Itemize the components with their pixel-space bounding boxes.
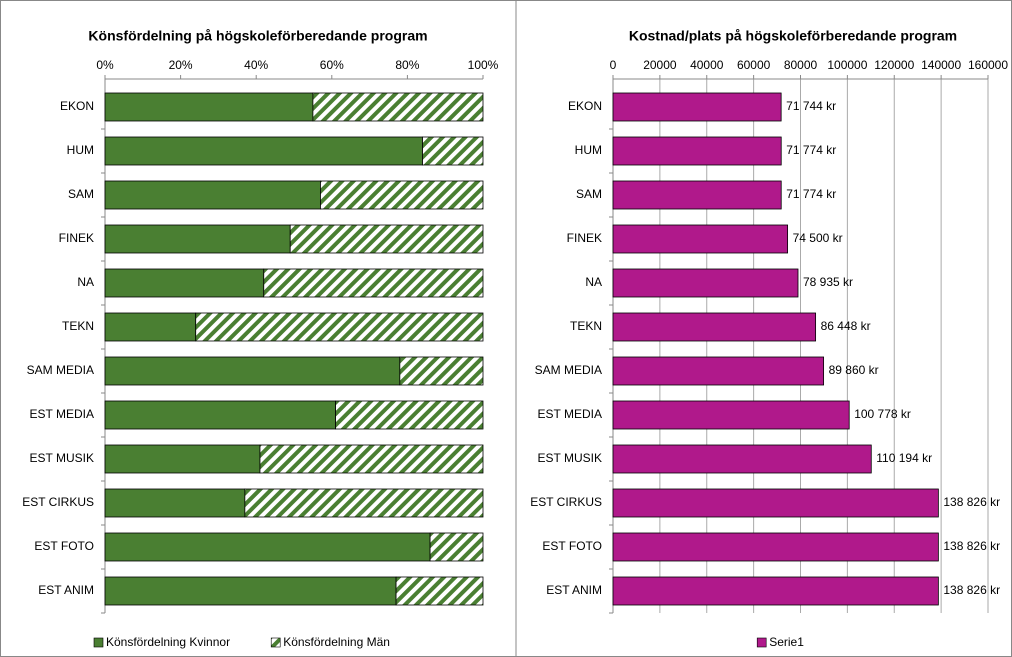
chart-title: Kostnad/plats på högskoleförberedande pr… (629, 28, 957, 44)
category-label: TEKN (62, 319, 94, 333)
bar (395, 576, 484, 606)
bar (104, 224, 291, 254)
bar (612, 268, 799, 298)
bar (195, 312, 484, 342)
bar (612, 532, 939, 562)
bar (263, 268, 484, 298)
bar (104, 400, 336, 430)
bar (612, 224, 789, 254)
bar (612, 400, 850, 430)
bar (429, 532, 484, 562)
value-label: 74 500 kr (793, 231, 843, 245)
x-tick-label: 160000 (968, 58, 1008, 72)
legend-swatch (270, 637, 281, 648)
category-label: HUM (575, 143, 602, 157)
bar (612, 312, 817, 342)
category-label: FINEK (567, 231, 602, 245)
category-label: EST ANIM (38, 583, 94, 597)
category-label: NA (77, 275, 94, 289)
x-tick-label: 40000 (690, 58, 724, 72)
x-tick-label: 80% (395, 58, 419, 72)
x-tick-label: 100% (468, 58, 499, 72)
value-label: 89 860 kr (829, 363, 879, 377)
category-label: EST FOTO (542, 539, 602, 553)
legend-swatch (93, 637, 104, 648)
legend-label: Könsfördelning Kvinnor (106, 635, 230, 649)
x-tick-label: 60000 (737, 58, 771, 72)
x-tick-label: 120000 (874, 58, 914, 72)
bar (104, 488, 246, 518)
value-label: 138 826 kr (943, 583, 1000, 597)
bar (335, 400, 484, 430)
legend-swatch (756, 637, 767, 648)
value-label: 100 778 kr (854, 407, 911, 421)
category-label: HUM (67, 143, 94, 157)
category-label: EKON (60, 99, 94, 113)
bar (104, 576, 397, 606)
category-label: SAM (576, 187, 602, 201)
bar (422, 136, 484, 166)
category-label: EST CIRKUS (22, 495, 94, 509)
category-label: NA (585, 275, 602, 289)
bar (104, 180, 321, 210)
legend-label: Serie1 (769, 635, 804, 649)
x-tick-label: 140000 (921, 58, 961, 72)
value-label: 71 774 kr (786, 187, 836, 201)
bar (612, 444, 872, 474)
value-label: 86 448 kr (821, 319, 871, 333)
bar (259, 444, 484, 474)
category-label: EST ANIM (546, 583, 602, 597)
x-tick-label: 0% (96, 58, 114, 72)
bar (312, 92, 484, 122)
x-tick-label: 20000 (643, 58, 677, 72)
bar (104, 268, 265, 298)
category-label: SAM MEDIA (27, 363, 94, 377)
bar (104, 312, 197, 342)
x-tick-label: 0 (610, 58, 617, 72)
bar (104, 444, 261, 474)
bar (612, 92, 782, 122)
bar (244, 488, 484, 518)
bar (612, 488, 939, 518)
bar (612, 576, 939, 606)
category-label: TEKN (570, 319, 602, 333)
value-label: 110 194 kr (876, 451, 932, 465)
value-label: 78 935 kr (803, 275, 853, 289)
x-tick-label: 80000 (784, 58, 818, 72)
bar (320, 180, 484, 210)
value-label: 71 744 kr (786, 99, 836, 113)
category-label: EST MEDIA (30, 407, 94, 421)
category-label: EST MUSIK (538, 451, 602, 465)
category-label: SAM (68, 187, 94, 201)
x-tick-label: 20% (169, 58, 193, 72)
bar (104, 92, 314, 122)
bar (289, 224, 484, 254)
chart-title: Könsfördelning på högskoleförberedande p… (88, 28, 427, 44)
bar (104, 136, 423, 166)
category-label: EST MEDIA (538, 407, 602, 421)
value-label: 138 826 kr (943, 539, 1000, 553)
category-label: EST MUSIK (30, 451, 94, 465)
category-label: EST CIRKUS (530, 495, 602, 509)
category-label: FINEK (59, 231, 94, 245)
category-label: EKON (568, 99, 602, 113)
value-label: 138 826 kr (943, 495, 1000, 509)
category-label: SAM MEDIA (535, 363, 602, 377)
x-tick-label: 40% (244, 58, 268, 72)
bar (612, 136, 782, 166)
bar (399, 356, 484, 386)
bar (612, 356, 825, 386)
bar (612, 180, 782, 210)
x-tick-label: 60% (320, 58, 344, 72)
bar (104, 532, 431, 562)
category-label: EST FOTO (34, 539, 94, 553)
value-label: 71 774 kr (786, 143, 836, 157)
x-tick-label: 100000 (827, 58, 867, 72)
bar (104, 356, 401, 386)
legend-label: Könsfördelning Män (283, 635, 390, 649)
